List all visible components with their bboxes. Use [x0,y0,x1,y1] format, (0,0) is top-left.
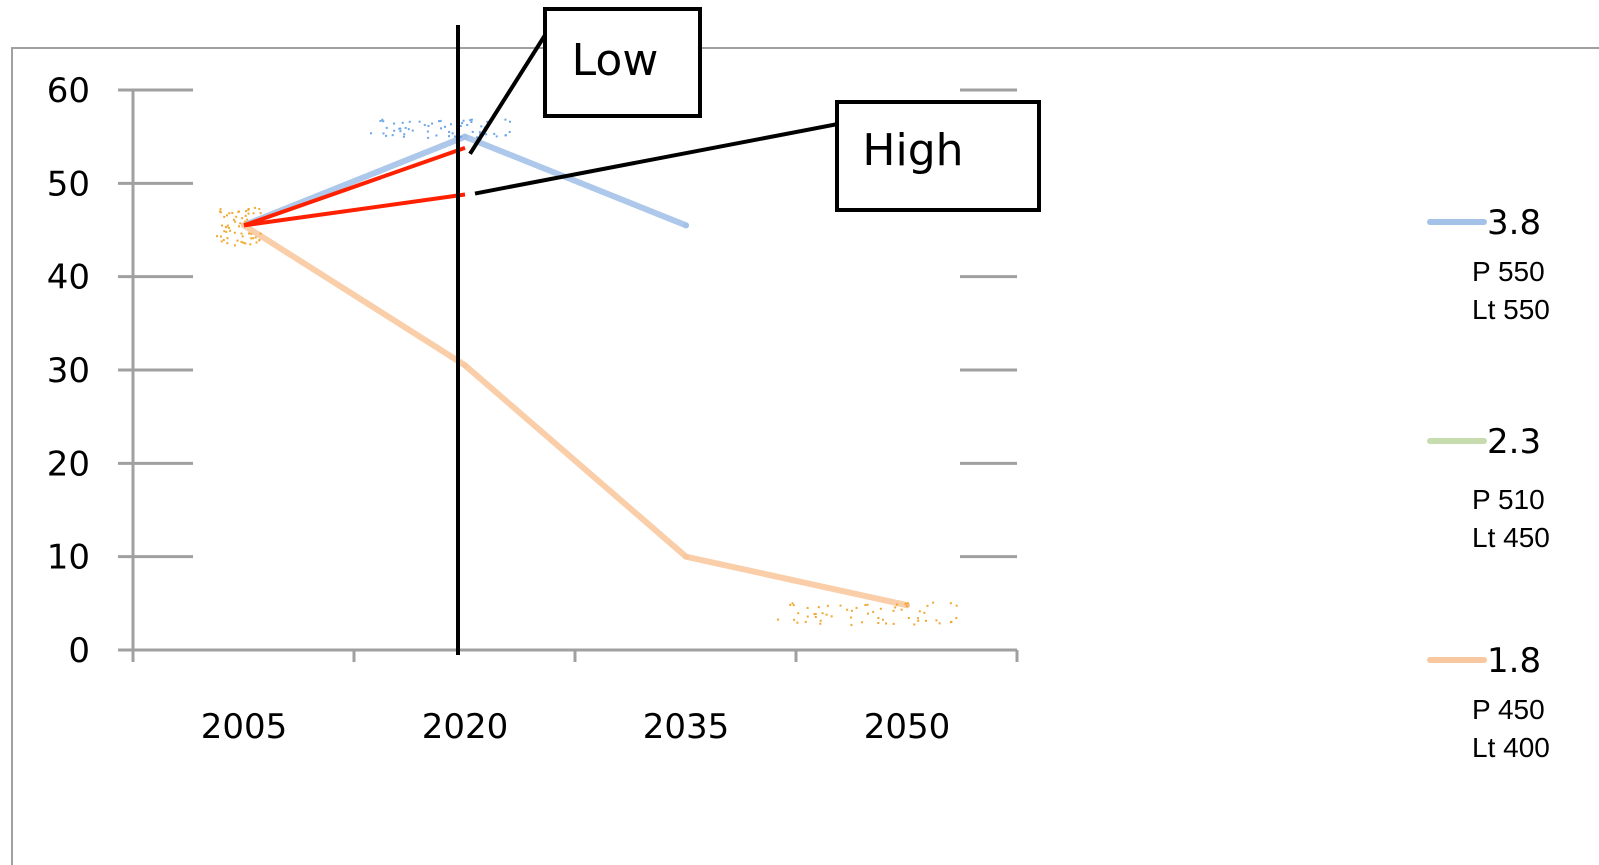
legend-sub-label: Lt 450 [1472,522,1550,553]
callout-leader [474,122,839,196]
series-point-1.8 [683,553,689,560]
callout-box [543,7,702,118]
series-point-1.8 [462,362,468,369]
y-tick-label: 0 [68,631,90,671]
legend-value: 1.8 [1487,641,1541,681]
series-layer [216,118,958,627]
legend-sub-label: P 450 [1472,694,1545,725]
y-axis-left: 0 10 20 30 40 50 60 [47,71,193,671]
legend-sub-label: Lt 400 [1472,732,1550,763]
legend-value: 3.8 [1487,203,1541,243]
legend-item-1.8: 1.8 P 450 Lt 400 [1427,641,1550,763]
range-lines [243,145,466,228]
spread-2050 [777,601,958,627]
y-tick-label: 20 [47,444,90,484]
series-point-3.8 [462,133,468,140]
legend-sub-label: P 550 [1472,256,1545,287]
legend-item-2.3: 2.3 P 510 Lt 450 [1427,422,1550,553]
range-line-1 [243,192,466,228]
x-axis: 2005 2020 2035 2050 [118,648,1019,747]
chart-area-border [11,47,1599,865]
legend-item-3.8: 3.8 P 550 Lt 550 [1427,203,1550,325]
callout-text: Low [572,35,659,86]
y-tick-label: 10 [47,538,90,578]
callout-text: High [862,125,963,176]
series-point-3.8 [683,222,689,229]
x-tick-label: 2035 [643,707,730,747]
callout-box [835,100,1041,212]
y-tick-label: 30 [47,351,90,391]
y-tick-label: 50 [47,164,90,204]
legend-sub-label: P 510 [1472,484,1545,515]
callout-high: High [474,100,1041,212]
x-tick-label: 2020 [422,707,509,747]
series-line-3.8 [241,133,689,229]
callout-leader [468,30,549,155]
x-tick-label: 2005 [201,707,288,747]
x-tick-label: 2050 [864,707,951,747]
callouts: Low High [468,7,1041,212]
spread-2005 [216,206,262,247]
y-tick-label: 60 [47,71,90,111]
legend-value: 2.3 [1487,422,1541,462]
legend: 3.8 P 550 Lt 550 2.3 P 510 Lt 450 1.8 P 450 Lt 4… [1427,203,1550,763]
range-line-0 [243,145,466,228]
series-line-1.8 [241,222,910,609]
callout-low: Low [468,7,702,155]
y-tick-label: 40 [47,258,90,298]
legend-sub-label: Lt 550 [1472,294,1550,325]
